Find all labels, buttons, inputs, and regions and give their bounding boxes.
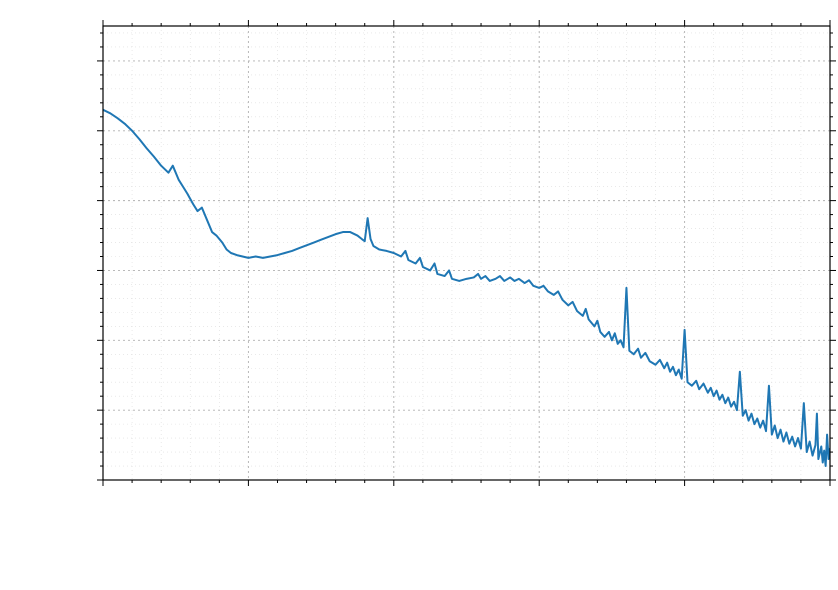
- line-chart: [0, 0, 838, 590]
- chart-svg: [0, 0, 838, 590]
